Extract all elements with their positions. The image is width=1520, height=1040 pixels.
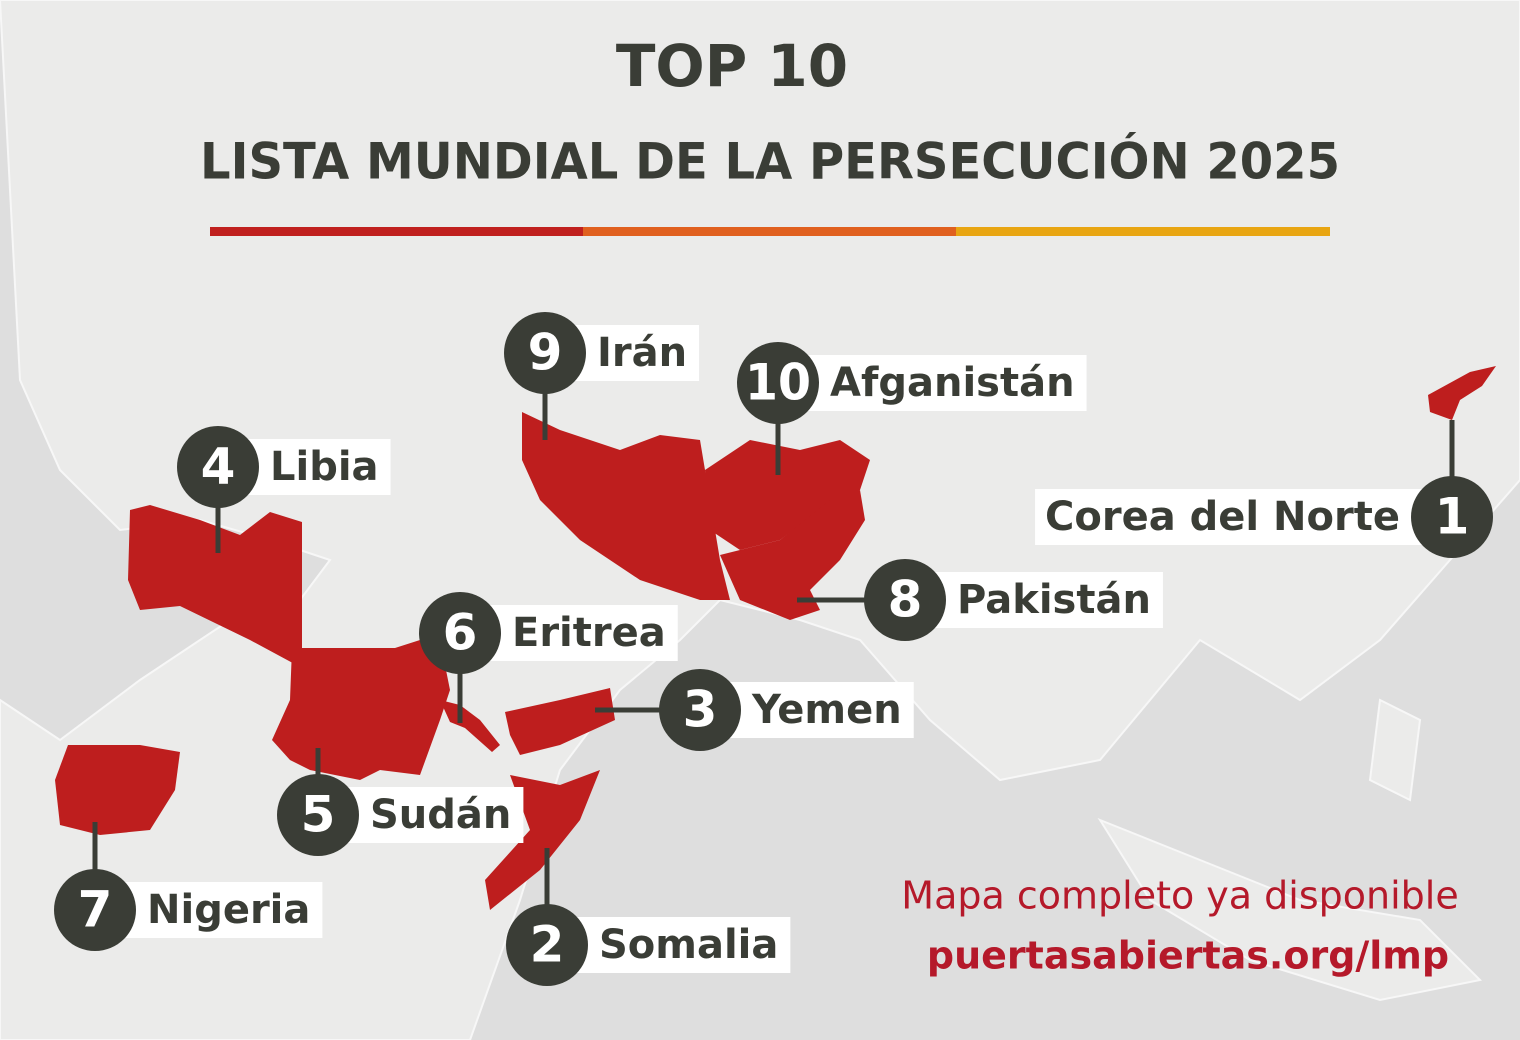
label-box	[1035, 489, 1452, 545]
country-pin: Libia 4	[177, 426, 391, 553]
rank-number: 7	[78, 881, 113, 939]
country-pin: Eritrea 6	[419, 592, 678, 723]
rank-circle	[659, 669, 741, 751]
country-name: Somalia	[599, 922, 778, 968]
country-pin: Sudán 5	[277, 748, 524, 856]
label-box	[778, 355, 1087, 411]
country-name: Afganistán	[830, 360, 1075, 406]
iran-shape	[522, 412, 730, 600]
rank-circle	[1411, 476, 1493, 558]
somalia-shape	[485, 770, 600, 910]
rank-number: 10	[745, 354, 811, 412]
country-pin: Nigeria 7	[54, 822, 323, 951]
country-name: Libia	[270, 444, 379, 490]
title: TOP 10	[616, 32, 848, 100]
rank-number: 5	[301, 786, 336, 844]
rank-circle	[864, 559, 946, 641]
rank-circle	[419, 592, 501, 674]
rank-number: 1	[1435, 488, 1470, 546]
pakistan-shape	[720, 490, 865, 620]
rank-number: 9	[528, 324, 563, 382]
label-box	[905, 572, 1163, 628]
rank-number: 4	[201, 438, 236, 496]
title-bar-red	[210, 227, 583, 236]
footer-url: puertasabiertas.org/lmp	[927, 934, 1449, 978]
libya-shape	[128, 505, 302, 668]
country-name: Pakistán	[957, 577, 1151, 623]
country-pin: Afganistán 10	[737, 342, 1087, 475]
country-name: Irán	[597, 330, 687, 376]
nigeria-shape	[55, 745, 180, 835]
rank-circle	[504, 312, 586, 394]
country-name: Eritrea	[512, 610, 666, 656]
country-pins: Corea del Norte 1 Somalia 2 Yemen 3 Libia 4 Sudá…	[54, 312, 1493, 986]
title-bar-orange	[583, 227, 956, 236]
country-pin: Pakistán 8	[797, 559, 1163, 641]
country-name: Nigeria	[147, 887, 310, 933]
rank-number: 6	[443, 604, 478, 662]
rank-circle	[177, 426, 259, 508]
afghanistan-shape	[705, 440, 870, 550]
country-name: Sudán	[370, 792, 511, 838]
sudan-shape	[272, 640, 450, 780]
country-name: Corea del Norte	[1045, 494, 1400, 540]
rank-number: 2	[530, 916, 565, 974]
subtitle: LISTA MUNDIAL DE LA PERSECUCIÓN 2025	[200, 132, 1340, 191]
country-pin: Yemen 3	[595, 669, 914, 751]
rank-number: 8	[888, 571, 923, 629]
rank-circle	[737, 342, 819, 424]
rank-circle	[506, 904, 588, 986]
rank-circle	[54, 869, 136, 951]
eritrea-shape	[440, 700, 500, 752]
country-pin: Somalia 2	[506, 848, 791, 986]
country-pin: Irán 9	[504, 312, 700, 440]
country-name: Yemen	[751, 687, 902, 733]
country-pin: Corea del Norte 1	[1035, 420, 1493, 558]
north-korea-shape	[1428, 366, 1496, 420]
rank-number: 3	[683, 681, 718, 739]
rank-circle	[277, 774, 359, 856]
yemen-shape	[505, 688, 615, 755]
title-bar-yellow	[956, 227, 1330, 236]
highlighted-countries	[55, 366, 1496, 910]
footer-text: Mapa completo ya disponible	[901, 874, 1458, 918]
